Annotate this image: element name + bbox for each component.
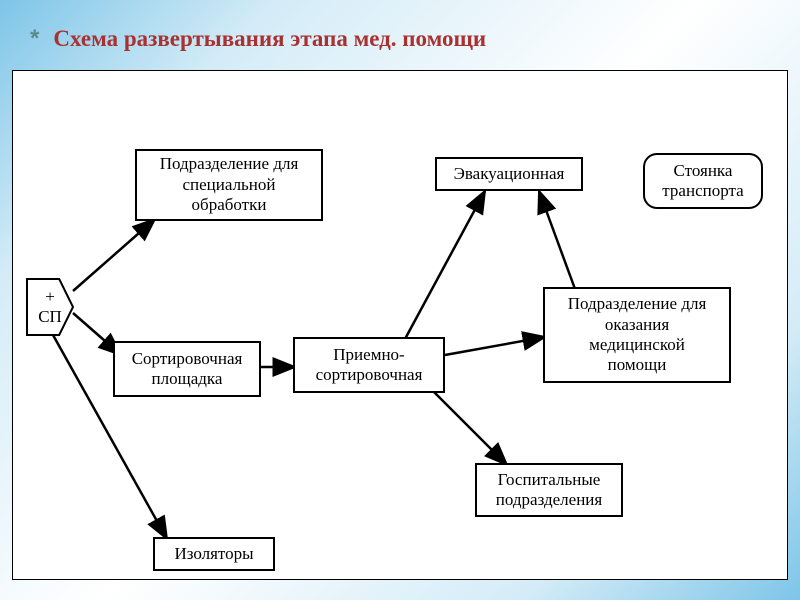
- node-reception-label: Приемно-сортировочная: [316, 345, 423, 386]
- node-isolators-label: Изоляторы: [174, 544, 253, 564]
- page-title: Схема развертывания этапа мед. помощи: [53, 26, 486, 52]
- node-isolators: Изоляторы: [153, 537, 275, 571]
- node-medical-label: Подразделение дляоказаниямедицинскойпомо…: [568, 294, 707, 376]
- node-evacuation-label: Эвакуационная: [454, 164, 565, 184]
- node-medical: Подразделение дляоказаниямедицинскойпомо…: [543, 287, 731, 383]
- node-sp-label: +СП: [38, 287, 62, 326]
- node-transport-label: Стоянкатранспорта: [662, 161, 743, 202]
- node-reception: Приемно-сортировочная: [293, 337, 445, 393]
- node-evacuation: Эвакуационная: [435, 157, 583, 191]
- node-special-label: Подразделение дляспециальнойобработки: [160, 154, 299, 215]
- diagram-area: +СП Подразделение дляспециальнойобработк…: [12, 70, 788, 580]
- title-asterisk: *: [30, 25, 39, 53]
- node-special: Подразделение дляспециальнойобработки: [135, 149, 323, 221]
- node-hospital-label: Госпитальныеподразделения: [496, 470, 602, 511]
- node-sp: +СП: [27, 279, 73, 335]
- node-sorting-area-label: Сортировочнаяплощадка: [132, 349, 243, 390]
- node-sorting-area: Сортировочнаяплощадка: [113, 341, 261, 397]
- node-transport: Стоянкатранспорта: [643, 153, 763, 209]
- title-row: * Схема развертывания этапа мед. помощи: [30, 25, 486, 53]
- node-hospital: Госпитальныеподразделения: [475, 463, 623, 517]
